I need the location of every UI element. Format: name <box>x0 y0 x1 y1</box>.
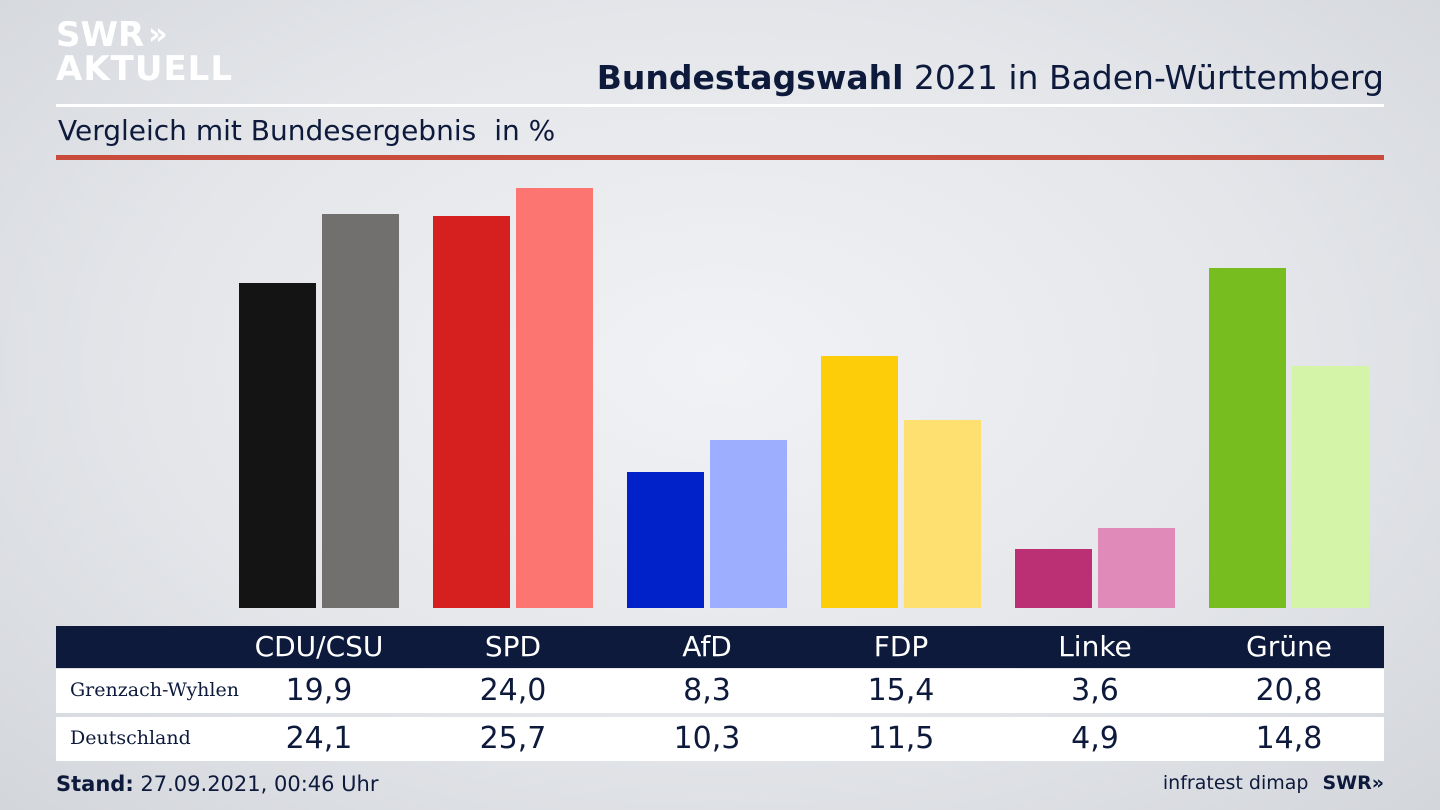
value-cell: 20,8 <box>1255 673 1323 708</box>
value-cell: 10,3 <box>673 721 741 756</box>
party-header-row: CDU/CSU SPD AfD FDP Linke Grüne <box>56 626 1384 668</box>
logo-swr-text: SWR <box>56 15 145 55</box>
value-cell: 8,3 <box>683 673 731 708</box>
party-label: Linke <box>1058 630 1132 663</box>
stand-label: Stand: <box>56 772 134 796</box>
bar-cdu-csu-national <box>322 214 399 608</box>
value-cell: 19,9 <box>285 673 353 708</box>
value-cell: 15,4 <box>867 673 935 708</box>
stand-value: 27.09.2021, 00:46 Uhr <box>133 772 379 796</box>
bar-afd-national <box>710 440 787 608</box>
bar-spd-national <box>516 188 593 608</box>
bar-spd-local <box>433 216 510 608</box>
party-label: SPD <box>484 630 542 663</box>
page-title: Bundestagswahl 2021 in Baden-Württemberg <box>597 58 1384 97</box>
page-title-rest: 2021 in Baden-Württemberg <box>903 58 1384 97</box>
bar-linke-local <box>1015 549 1092 608</box>
value-cell: 25,7 <box>479 721 547 756</box>
accent-divider <box>56 155 1384 160</box>
value-cell: 3,6 <box>1071 673 1119 708</box>
logo-arrows-icon: » <box>148 17 168 52</box>
bar-fdp-local <box>821 356 898 608</box>
party-label: AfD <box>682 630 732 663</box>
row-label-grenzach: Grenzach-Wyhlen <box>70 679 239 701</box>
stand-timestamp: Stand: 27.09.2021, 00:46 Uhr <box>56 772 379 796</box>
party-label: Grüne <box>1246 630 1332 663</box>
logo-swr: SWR» <box>56 18 233 52</box>
logo-aktuell-text: AKTUELL <box>56 49 234 89</box>
bar-linke-national <box>1098 528 1175 608</box>
source-text: infratest dimap <box>1162 772 1309 794</box>
table-row: Grenzach-Wyhlen 19,9 24,0 8,3 15,4 3,6 20,8 <box>56 669 1384 713</box>
page-title-bold: Bundestagswahl <box>596 58 904 97</box>
value-cell: 24,0 <box>479 673 547 708</box>
value-cell: 11,5 <box>867 721 935 756</box>
bar-gr-ne-national <box>1292 366 1369 608</box>
party-label: CDU/CSU <box>254 630 384 663</box>
bar-cdu-csu-local <box>239 283 316 608</box>
party-label: FDP <box>873 630 929 663</box>
subtitle-text: Vergleich mit Bundesergebnis <box>58 114 477 147</box>
title-divider <box>56 104 1384 107</box>
value-cell: 14,8 <box>1255 721 1323 756</box>
swr-aktuell-logo: SWR» AKTUELL <box>56 18 233 86</box>
bar-fdp-national <box>904 420 981 608</box>
value-cell: 4,9 <box>1071 721 1119 756</box>
source-credit: infratest dimap SWR» <box>1163 772 1384 794</box>
chart-subtitle: Vergleich mit Bundesergebnis in % <box>58 114 555 147</box>
row-label-deutschland: Deutschland <box>70 727 191 749</box>
value-cell: 24,1 <box>285 721 353 756</box>
subtitle-unit: in % <box>494 114 556 147</box>
bar-gr-ne-local <box>1209 268 1286 608</box>
swr-brand-icon: SWR» <box>1322 772 1384 794</box>
bar-afd-local <box>627 472 704 608</box>
table-row: Deutschland 24,1 25,7 10,3 11,5 4,9 14,8 <box>56 717 1384 761</box>
